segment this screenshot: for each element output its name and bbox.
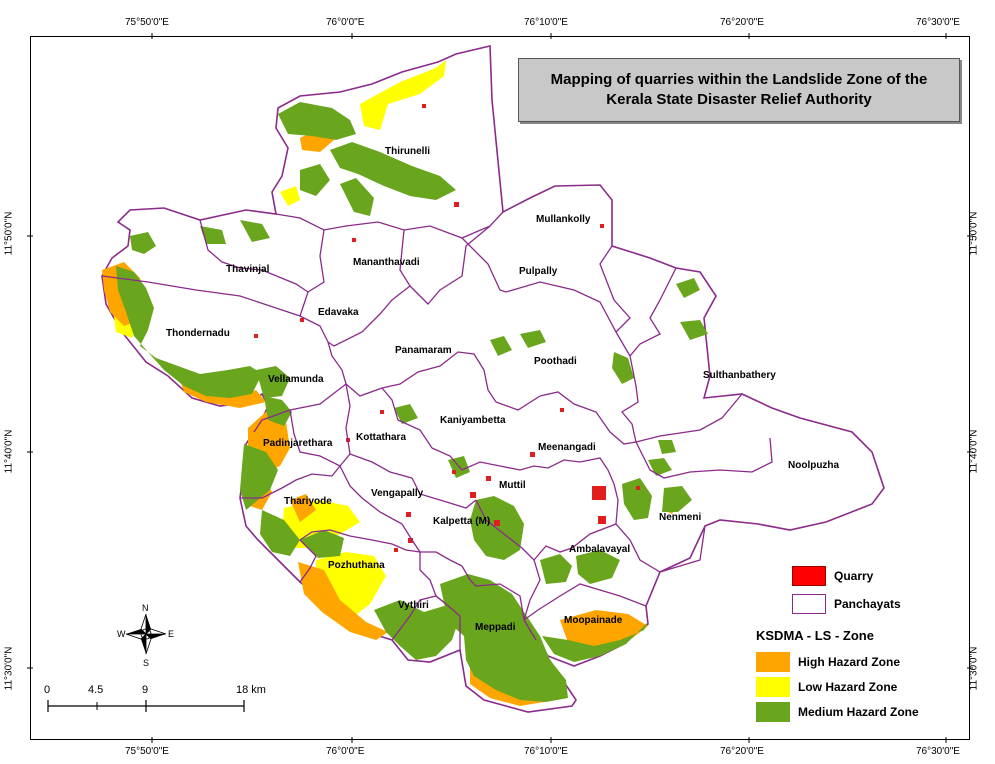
label-pozhuthana: Pozhuthana [328, 560, 385, 571]
label-kaniyambetta: Kaniyambetta [440, 415, 506, 426]
title-line-1: Mapping of quarries within the Landslide… [550, 71, 928, 88]
map-title: Mapping of quarries within the Landslide… [518, 58, 960, 122]
label-vythiri: Vythiri [398, 600, 429, 611]
coord-bottom-1: 75°50'0"E [125, 746, 169, 757]
label-muttil: Muttil [499, 480, 526, 491]
label-nenmeni: Nenmeni [659, 512, 702, 523]
label-thariyode: Thariyode [284, 496, 332, 507]
legend-panchayats: Panchayats [792, 594, 901, 614]
scale-label-4-5: 4.5 [88, 684, 104, 696]
label-noolpuzha: Noolpuzha [788, 460, 840, 471]
legend-high: High Hazard Zone [756, 652, 900, 672]
medium-hazard-zones [116, 102, 708, 702]
coord-top-1: 75°50'0"E [125, 17, 169, 28]
compass-rose-icon [125, 613, 167, 655]
coord-bottom-4: 76°20'0"E [720, 746, 764, 757]
legend-quarry: Quarry [792, 566, 873, 586]
label-vellamunda: Vellamunda [268, 374, 324, 385]
medium-hazard-swatch-icon [756, 702, 790, 722]
title-line-2: Kerala State Disaster Relief Authority [606, 91, 872, 108]
label-padinjarethara: Padinjarethara [263, 438, 333, 449]
quarry-swatch-icon [792, 566, 826, 586]
legend-low-label: Low Hazard Zone [798, 680, 898, 694]
coord-bottom-5: 76°30'0"E [916, 746, 960, 757]
legend-zone-header: KSDMA - LS - Zone [756, 628, 874, 643]
legend-medium-label: Medium Hazard Zone [798, 705, 919, 719]
legend-high-label: High Hazard Zone [798, 655, 901, 669]
coord-top-4: 76°20'0"E [720, 17, 764, 28]
label-pulpally: Pulpally [519, 266, 558, 277]
coord-top-5: 76°30'0"E [916, 17, 960, 28]
label-edavaka: Edavaka [318, 307, 359, 318]
label-sulthanbathery: Sulthanbathery [703, 370, 776, 381]
legend-panchayats-label: Panchayats [834, 597, 901, 611]
legend-low: Low Hazard Zone [756, 677, 897, 697]
panchayat-boundaries [101, 211, 773, 650]
label-kottathara: Kottathara [356, 432, 407, 443]
compass-w-label: W [117, 629, 126, 639]
label-meenangadi: Meenangadi [538, 442, 596, 453]
coord-top-2: 76°0'0"E [326, 17, 365, 28]
label-thondernadu: Thondernadu [166, 328, 230, 339]
scale-label-9: 9 [142, 684, 149, 696]
coord-top-3: 76°10'0"E [524, 17, 568, 28]
label-moopainade: Moopainade [564, 615, 623, 626]
panchayat-swatch-icon [792, 594, 826, 614]
scale-label-18: 18 km [236, 684, 266, 696]
label-meppadi: Meppadi [475, 622, 516, 633]
low-hazard-swatch-icon [756, 677, 790, 697]
label-ambalavayal: Ambalavayal [569, 544, 631, 555]
label-kalpetta: Kalpetta (M) [433, 516, 491, 527]
label-mananthavadi: Mananthavadi [353, 257, 420, 268]
scale-bar [47, 700, 245, 712]
label-poothadi: Poothadi [534, 356, 577, 367]
high-hazard-swatch-icon [756, 652, 790, 672]
label-thavinjal: Thavinjal [226, 264, 270, 275]
label-thirunelli: Thirunelli [385, 146, 430, 157]
legend-medium: Medium Hazard Zone [756, 702, 919, 722]
coord-bottom-3: 76°10'0"E [524, 746, 568, 757]
compass-s-label: S [143, 658, 150, 668]
coord-bottom-2: 76°0'0"E [326, 746, 365, 757]
frame-ticks [27, 33, 973, 743]
label-mullankolly: Mullankolly [536, 214, 591, 225]
scale-label-0: 0 [44, 684, 51, 696]
compass-e-label: E [168, 629, 175, 639]
compass-n-label: N [142, 603, 149, 613]
legend-quarry-label: Quarry [834, 569, 874, 583]
label-vengapally: Vengapally [371, 488, 424, 499]
label-panamaram: Panamaram [395, 345, 452, 356]
